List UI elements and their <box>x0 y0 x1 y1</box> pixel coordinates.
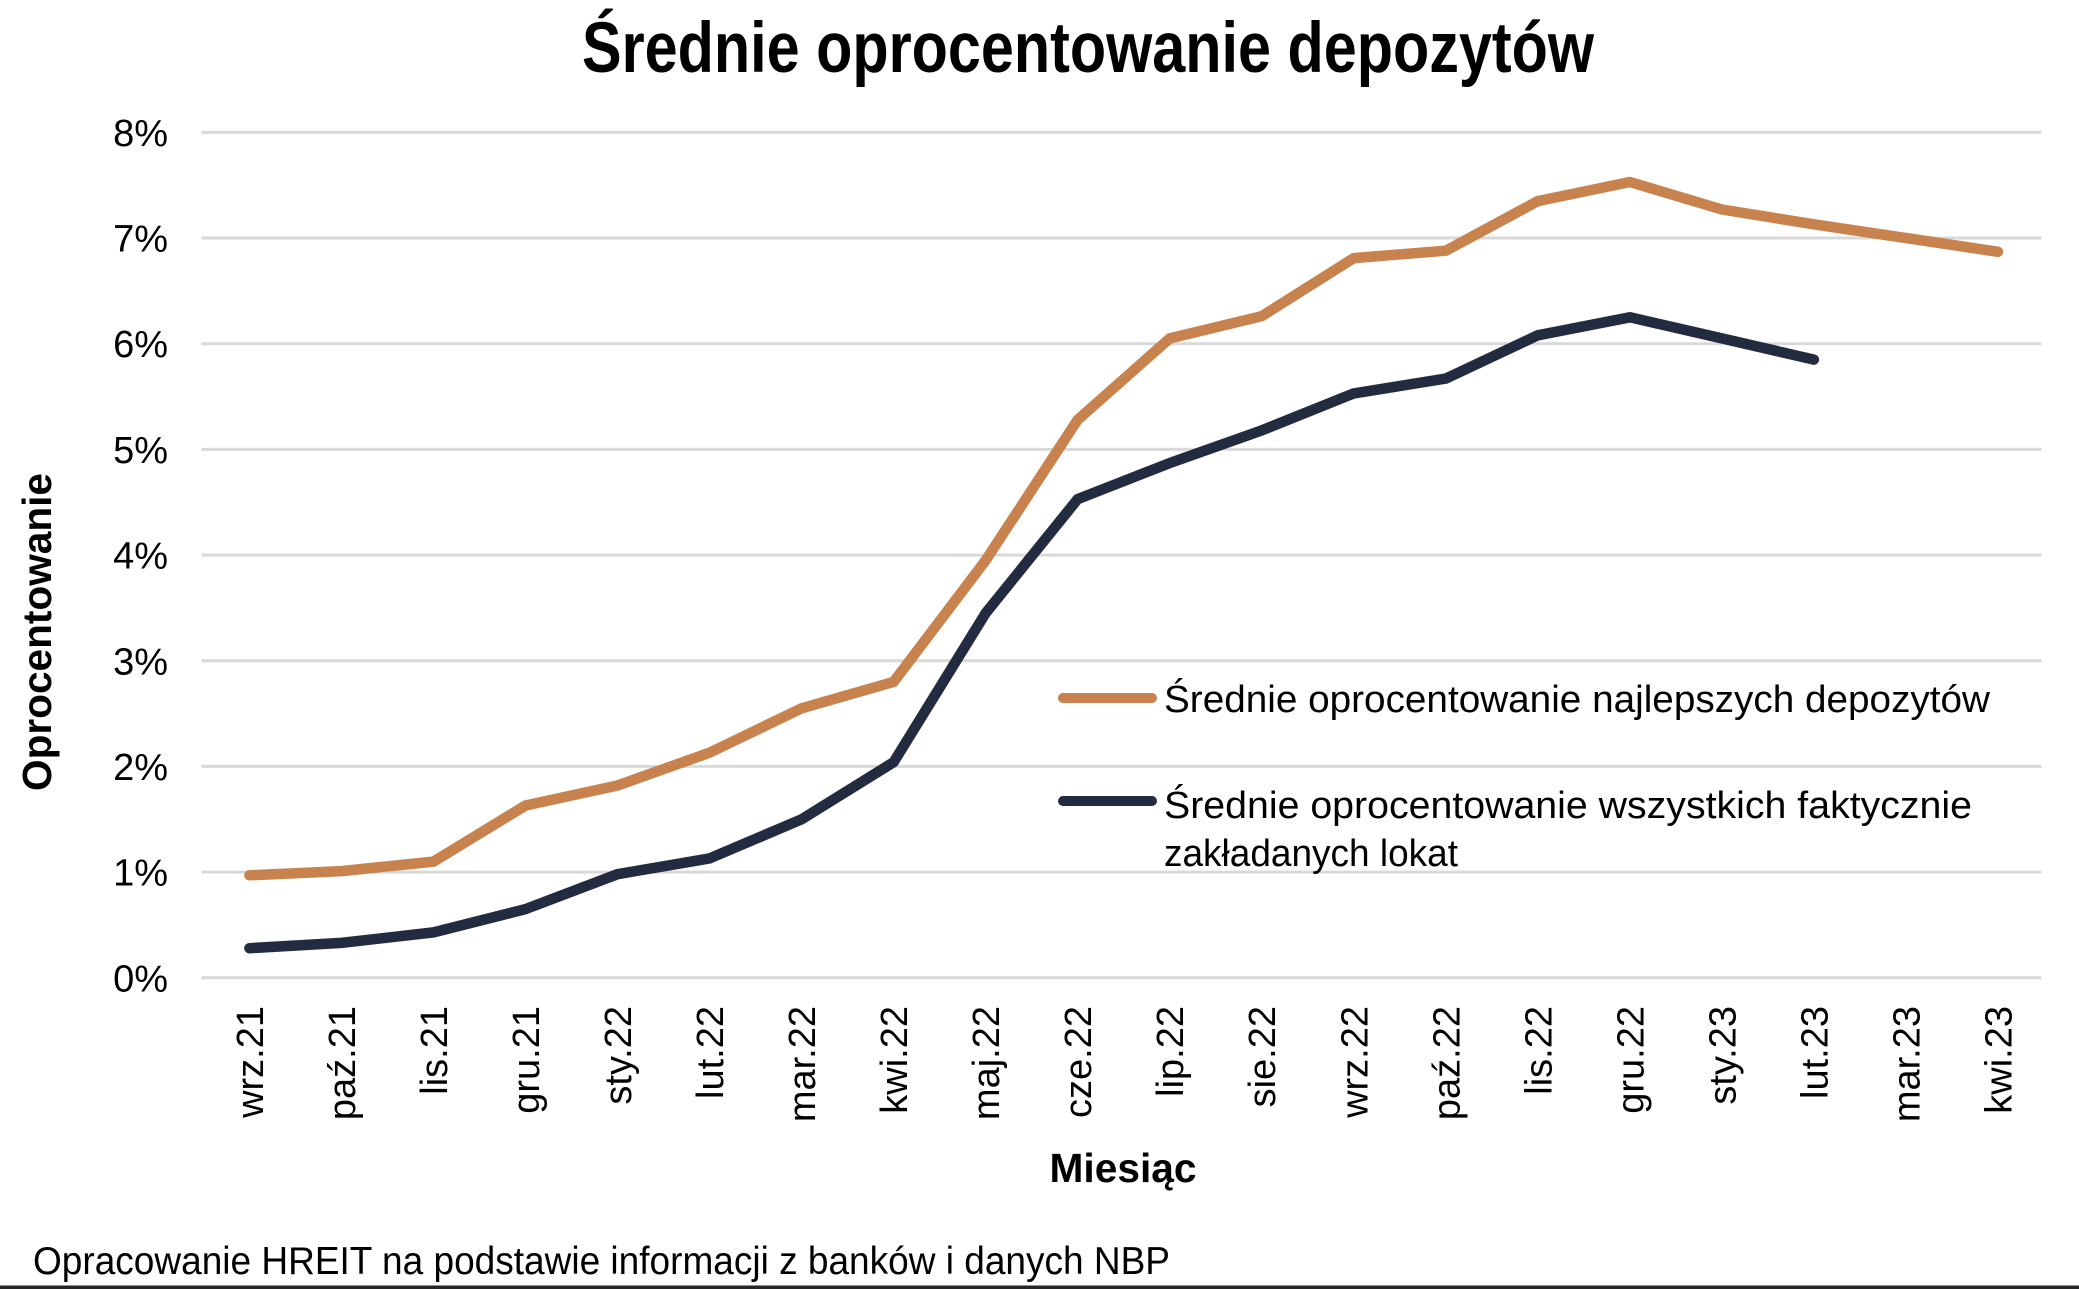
svg-text:maj.22: maj.22 <box>966 1006 1008 1120</box>
svg-text:Średnie oprocentowanie najleps: Średnie oprocentowanie najlepszych depoz… <box>1164 676 1991 721</box>
svg-text:cze.22: cze.22 <box>1058 1006 1100 1118</box>
svg-text:gru.21: gru.21 <box>506 1006 548 1114</box>
svg-text:0%: 0% <box>113 958 168 1000</box>
svg-text:sty.22: sty.22 <box>598 1006 640 1105</box>
svg-text:lip.22: lip.22 <box>1150 1006 1192 1097</box>
svg-text:Oprocentowanie: Oprocentowanie <box>14 473 60 791</box>
svg-text:wrz.21: wrz.21 <box>230 1006 272 1119</box>
svg-text:zakładanych lokat: zakładanych lokat <box>1164 833 1458 875</box>
svg-text:lis.21: lis.21 <box>414 1006 456 1095</box>
svg-text:gru.22: gru.22 <box>1610 1006 1652 1114</box>
svg-text:paź.22: paź.22 <box>1426 1006 1468 1120</box>
svg-text:Miesiąc: Miesiąc <box>1050 1145 1197 1191</box>
svg-text:6%: 6% <box>113 324 168 366</box>
svg-text:1%: 1% <box>113 853 168 895</box>
svg-text:7%: 7% <box>113 219 168 261</box>
svg-text:4%: 4% <box>113 536 168 578</box>
svg-text:wrz.22: wrz.22 <box>1334 1006 1376 1119</box>
svg-text:sie.22: sie.22 <box>1242 1006 1284 1107</box>
svg-text:kwi.22: kwi.22 <box>874 1006 916 1114</box>
svg-text:mar.22: mar.22 <box>782 1006 824 1122</box>
svg-text:lut.22: lut.22 <box>690 1006 732 1099</box>
svg-text:Średnie oprocentowanie wszystk: Średnie oprocentowanie wszystkich faktyc… <box>1164 782 1972 827</box>
svg-text:8%: 8% <box>113 113 168 155</box>
svg-text:sty.23: sty.23 <box>1702 1006 1744 1105</box>
svg-text:lut.23: lut.23 <box>1794 1006 1836 1099</box>
svg-text:paź.21: paź.21 <box>322 1006 364 1120</box>
svg-text:mar.23: mar.23 <box>1886 1006 1928 1122</box>
svg-text:lis.22: lis.22 <box>1518 1006 1560 1095</box>
svg-text:Średnie oprocentowanie depozyt: Średnie oprocentowanie depozytów <box>582 9 1595 88</box>
svg-text:3%: 3% <box>113 641 168 683</box>
svg-text:kwi.23: kwi.23 <box>1979 1006 2021 1114</box>
svg-text:2%: 2% <box>113 747 168 789</box>
svg-text:5%: 5% <box>113 430 168 472</box>
svg-text:Opracowanie HREIT na podstawie: Opracowanie HREIT na podstawie informacj… <box>33 1240 1170 1283</box>
